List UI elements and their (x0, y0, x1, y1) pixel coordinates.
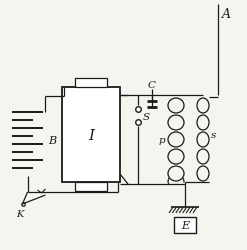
Ellipse shape (168, 116, 184, 130)
Text: K: K (16, 210, 23, 219)
Text: S: S (143, 112, 150, 121)
Text: s: s (211, 130, 216, 140)
Ellipse shape (197, 116, 209, 130)
Text: I: I (88, 128, 94, 142)
Bar (62, 88, 120, 182)
Ellipse shape (168, 166, 184, 181)
Ellipse shape (197, 166, 209, 181)
Bar (75, 79, 107, 88)
Text: A: A (222, 8, 230, 22)
Bar (174, 217, 196, 233)
Ellipse shape (168, 99, 184, 114)
Ellipse shape (197, 150, 209, 164)
Text: B: B (48, 136, 56, 145)
Ellipse shape (168, 150, 184, 164)
Ellipse shape (168, 132, 184, 148)
Ellipse shape (197, 132, 209, 148)
Text: C: C (148, 81, 156, 90)
Text: p: p (158, 136, 165, 144)
Text: E: E (181, 220, 189, 230)
Ellipse shape (197, 99, 209, 114)
Bar (75, 182, 107, 191)
